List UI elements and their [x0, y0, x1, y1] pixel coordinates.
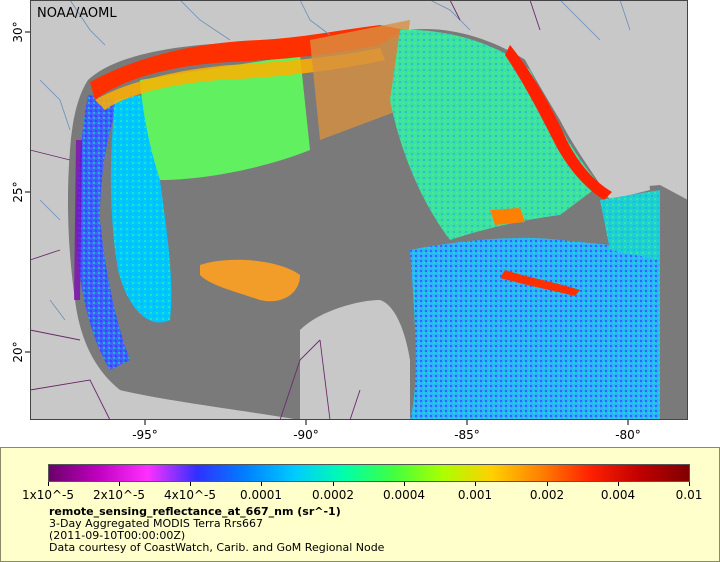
map-watermark: NOAA/AOML — [37, 6, 117, 21]
variable-name: remote_sensing_reflectance_at_667_nm (sr… — [49, 505, 341, 518]
colorbar-label: 0.0004 — [383, 488, 425, 502]
louisiana-swath — [310, 20, 410, 140]
colorbar — [48, 464, 690, 482]
y-tick-label: 30° — [11, 21, 25, 42]
central-green-field — [140, 55, 310, 180]
x-tick-label: -85° — [454, 428, 480, 442]
legend-panel: 1x10^-5 2x10^-5 4x10^-5 0.0001 0.0002 0.… — [0, 447, 720, 562]
florida-coastal-band — [505, 45, 612, 200]
colorbar-label: 0.001 — [457, 488, 493, 502]
yucatan-land — [300, 300, 410, 420]
colorbar-label: 0.002 — [529, 488, 565, 502]
y-tick-label: 25° — [11, 181, 25, 202]
colorbar-label: 0.0002 — [312, 488, 354, 502]
data-credit: Data courtesy of CoastWatch, Carib. and … — [49, 541, 385, 554]
map-frame — [30, 0, 688, 420]
colorbar-label: 4x10^-5 — [163, 488, 217, 502]
colorbar-label: 0.004 — [600, 488, 636, 502]
x-tick-label: -80° — [615, 428, 641, 442]
colorbar-label: 0.0001 — [240, 488, 282, 502]
colorbar-label: 0.01 — [675, 488, 703, 502]
data-date: (2011-09-10T00:00:00Z) — [49, 529, 186, 542]
colorbar-label: 2x10^-5 — [92, 488, 146, 502]
campeche-patch — [200, 259, 300, 302]
axis-ticks — [25, 31, 629, 425]
florida-land — [520, 50, 650, 200]
political-borders — [29, 0, 541, 421]
y-tick-label: 20° — [11, 341, 25, 362]
x-tick-label: -90° — [293, 428, 319, 442]
ocean-reflectance-map: NOAA/AOML -95° -90° -85° -80° 30° 25° 20… — [11, 0, 689, 442]
rivers — [39, 0, 631, 321]
colorbar-label: 1x10^-5 — [21, 488, 75, 502]
product-name: 3-Day Aggregated MODIS Terra Rrs667 — [49, 517, 263, 530]
legend-text: remote_sensing_reflectance_at_667_nm (sr… — [49, 506, 384, 554]
x-tick-label: -95° — [132, 428, 158, 442]
